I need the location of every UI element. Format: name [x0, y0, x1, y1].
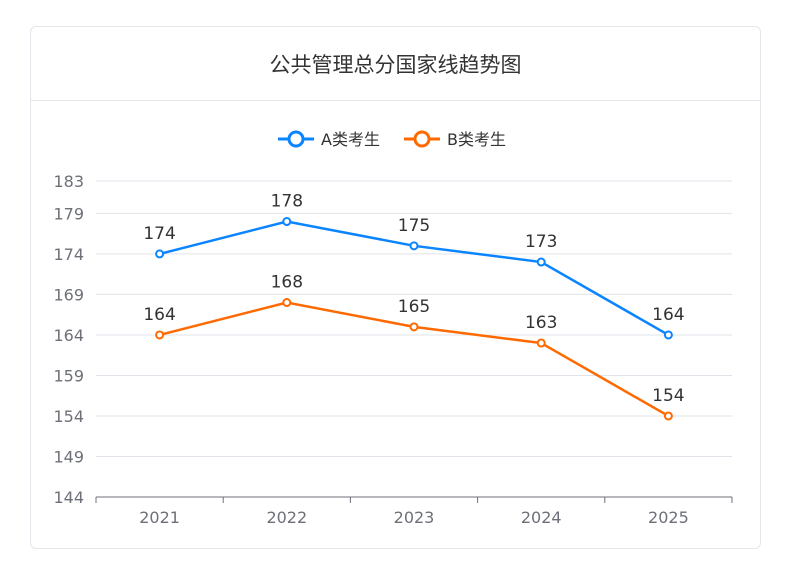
- y-tick-label: 149: [53, 447, 84, 466]
- data-label: 168: [271, 273, 303, 293]
- data-label: 174: [143, 224, 175, 244]
- y-tick-label: 169: [53, 285, 84, 304]
- data-label: 165: [398, 297, 430, 317]
- data-label: 154: [652, 386, 684, 406]
- x-tick-label: 2021: [139, 508, 180, 527]
- x-tick-label: 2024: [521, 508, 562, 527]
- legend-marker: [413, 130, 431, 148]
- series-line: [159, 220, 670, 337]
- data-point: [536, 338, 546, 348]
- data-point: [663, 330, 673, 340]
- data-point: [409, 241, 419, 251]
- x-tick-label: 2023: [394, 508, 435, 527]
- y-tick-label: 164: [53, 326, 84, 345]
- y-tick-label: 179: [53, 204, 84, 223]
- data-label: 175: [398, 216, 430, 236]
- data-point: [155, 330, 165, 340]
- data-label: 173: [525, 232, 557, 252]
- x-tick-label: 2022: [266, 508, 307, 527]
- data-point: [155, 249, 165, 259]
- y-tick-label: 154: [53, 407, 84, 426]
- data-point: [663, 411, 673, 421]
- data-label: 164: [143, 305, 175, 325]
- data-point: [282, 217, 292, 227]
- chart-card: 公共管理总分国家线趋势图: [30, 26, 761, 549]
- x-tick-label: 2025: [648, 508, 689, 527]
- y-tick-label: 183: [53, 172, 84, 191]
- legend-label: A类考生: [321, 130, 380, 149]
- legend-label: B类考生: [447, 130, 506, 149]
- data-point: [282, 298, 292, 308]
- data-point: [409, 322, 419, 332]
- data-label: 164: [652, 305, 684, 325]
- data-label: 163: [525, 313, 557, 333]
- y-tick-label: 144: [53, 488, 84, 507]
- y-tick-label: 174: [53, 245, 84, 264]
- y-tick-label: 159: [53, 366, 84, 385]
- legend-marker: [287, 130, 305, 148]
- series-line: [159, 301, 670, 418]
- data-point: [536, 257, 546, 267]
- chart-title: 公共管理总分国家线趋势图: [31, 27, 760, 101]
- data-label: 178: [271, 192, 303, 212]
